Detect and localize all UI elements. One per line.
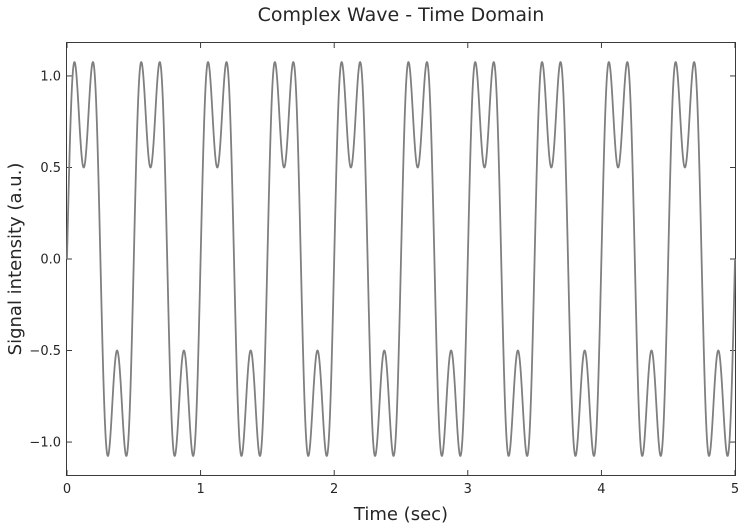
x-tick-label: 2 xyxy=(330,482,338,497)
y-axis-ticks: 1.0 0.5 0.0 −0.5 −1.0 xyxy=(29,69,735,451)
y-tick-label: −0.5 xyxy=(29,344,61,359)
x-axis-ticks: 0 1 2 3 4 5 xyxy=(63,43,739,497)
y-tick-label: 0.5 xyxy=(40,161,61,176)
x-tick-label: 0 xyxy=(63,482,71,497)
x-axis-label: Time (sec) xyxy=(353,504,448,525)
y-tick-label: −1.0 xyxy=(29,436,61,451)
signal-line xyxy=(66,61,736,457)
chart-title: Complex Wave - Time Domain xyxy=(258,4,545,26)
x-tick-label: 3 xyxy=(464,482,472,497)
x-tick-label: 5 xyxy=(731,482,739,497)
plot-frame xyxy=(66,42,736,476)
x-tick-label: 4 xyxy=(597,482,605,497)
y-axis-label: Signal intensity (a.u.) xyxy=(5,163,26,356)
x-tick-label: 1 xyxy=(196,482,204,497)
y-tick-label: 0.0 xyxy=(40,253,61,268)
y-tick-label: 1.0 xyxy=(40,69,61,84)
